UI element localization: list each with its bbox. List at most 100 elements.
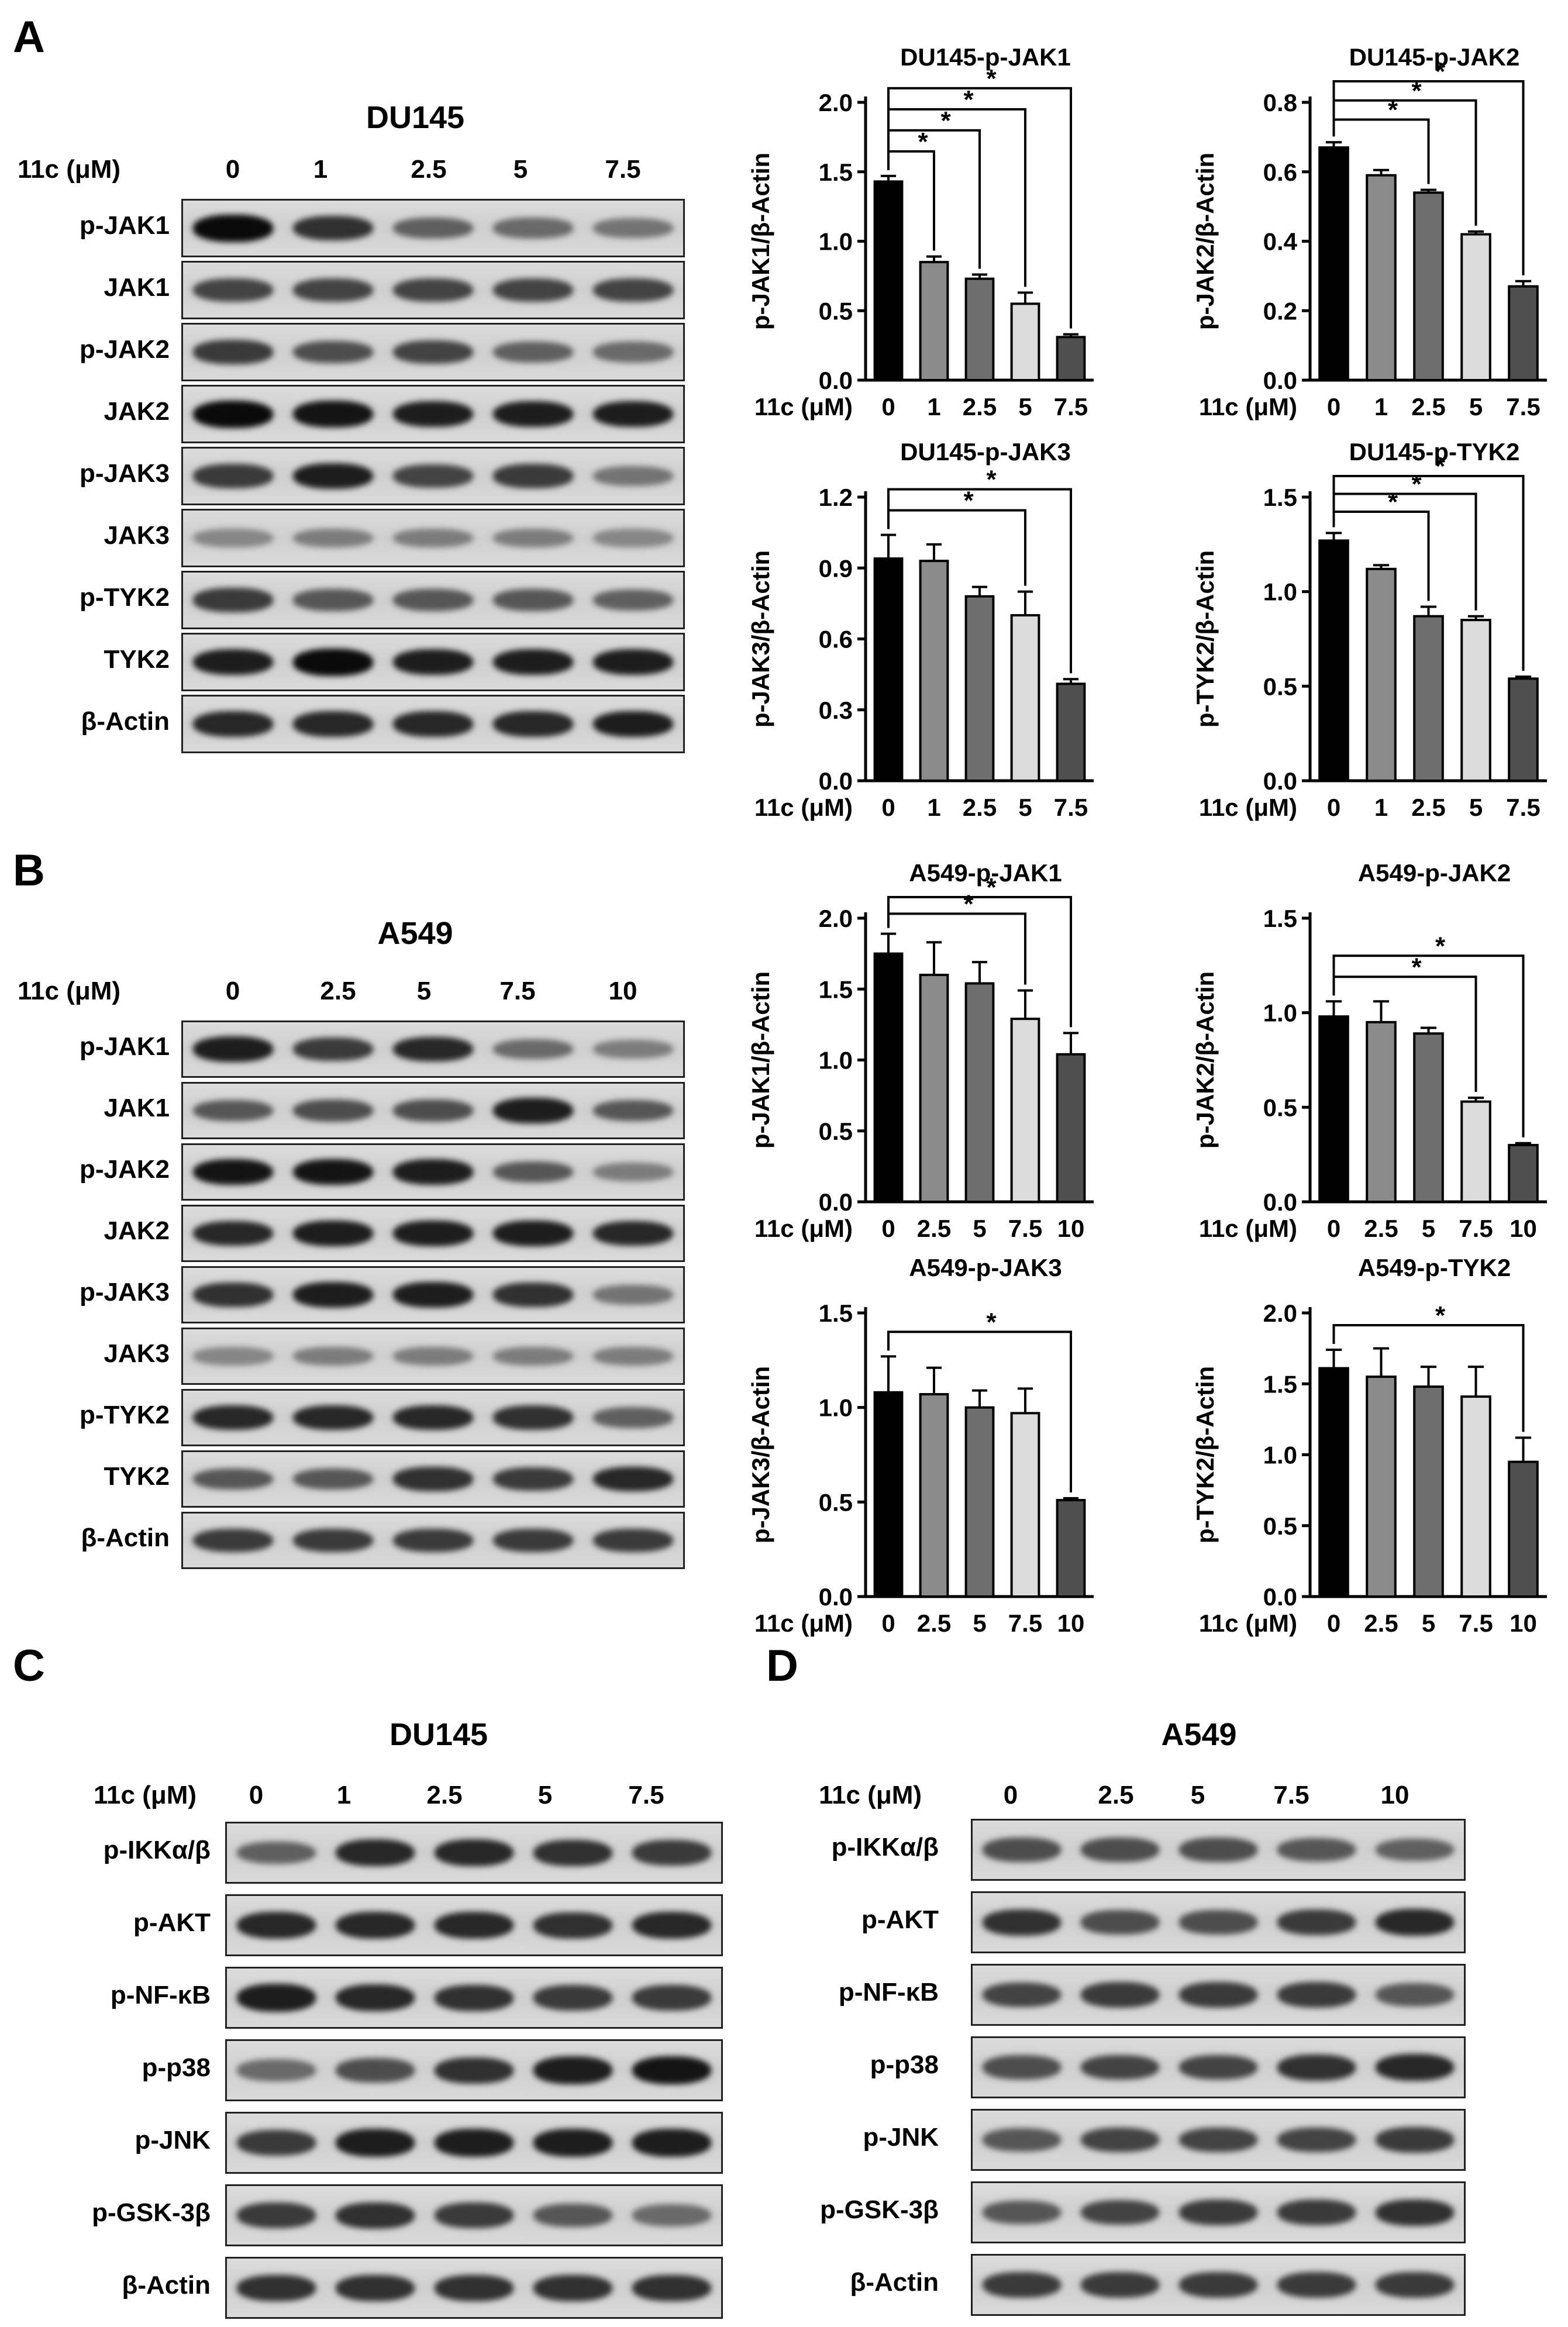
blot-label-p-ikk: p-IKKα/β <box>831 1833 939 1861</box>
blot-band <box>493 649 573 675</box>
y-tick-label: 0.2 <box>1263 297 1297 325</box>
lane-dose-label: 1 <box>336 1781 351 1809</box>
lane-dose-label: 5 <box>537 1781 553 1809</box>
panel-letter-c: C <box>13 1641 45 1691</box>
bar <box>1366 1021 1397 1203</box>
y-tick-label: 1.0 <box>1263 1442 1297 1469</box>
blot-band <box>293 340 373 364</box>
blot-band <box>632 2056 712 2085</box>
blot-band <box>982 2272 1062 2298</box>
blot-band <box>193 711 273 737</box>
significance-star: * <box>918 127 928 156</box>
blot-band <box>193 1347 273 1366</box>
significance-bracket <box>1332 975 1477 1092</box>
chart-du145-p-jak3: DU145-p-JAK3 p-JAK3/β-Actin 0.0 0.3 0.6 0.9 1.… <box>747 438 1094 821</box>
chart-du145-p-jak2: DU145-p-JAK2 p-JAK2/β-Actin 0.0 0.2 0.4 0.6 0.… <box>1191 43 1547 420</box>
significance-bracket <box>1332 475 1525 671</box>
x-tick-label: 2.5 <box>917 1609 951 1637</box>
blot-band <box>593 1221 673 1246</box>
bar <box>1318 1015 1349 1203</box>
blot-strip-jak3 <box>181 1328 685 1385</box>
blot-strip-p-tyk2 <box>181 571 685 629</box>
blot-band <box>193 649 273 675</box>
blot-strip-actin <box>971 2254 1466 2316</box>
lane-dose-label: 0 <box>1003 1781 1018 1809</box>
blot-strip-actin <box>225 2257 723 2319</box>
blot-strip-p-jak1 <box>181 1021 685 1078</box>
significance-star: * <box>1435 57 1446 86</box>
blot-band <box>434 1911 514 1939</box>
blot-band <box>493 218 573 239</box>
bar <box>1010 1412 1040 1598</box>
y-axis-label: p-JAK1/β-Actin <box>747 971 774 1149</box>
x-tick-label: 7.5 <box>1054 393 1088 420</box>
bar <box>1056 1053 1086 1203</box>
blot-label-jak2: JAK2 <box>104 1216 170 1245</box>
x-tick-label: 5 <box>1422 1609 1435 1637</box>
blot-band <box>982 1982 1062 2008</box>
blot-band <box>533 2056 613 2084</box>
blot-band <box>593 589 673 611</box>
x-tick-label: 7.5 <box>1506 393 1540 420</box>
y-tick-label: 0.5 <box>1263 1512 1297 1540</box>
blot-band <box>493 1161 573 1183</box>
significance-star: * <box>1435 1301 1446 1330</box>
y-axis-label: p-JAK3/β-Actin <box>747 550 774 728</box>
y-tick-label: 1.5 <box>819 1299 853 1327</box>
blot-band <box>193 278 273 302</box>
blot-band <box>632 1985 712 2011</box>
blot-band <box>393 1346 473 1366</box>
blot-band <box>393 1467 473 1491</box>
significance-bracket <box>887 108 1026 287</box>
blot-band <box>236 2059 316 2081</box>
blot-band <box>335 1984 415 2012</box>
blot-band <box>1080 2054 1160 2080</box>
blot-band <box>493 278 573 302</box>
x-tick-label: 0 <box>1327 1215 1340 1242</box>
bar <box>873 1391 904 1598</box>
blot-band <box>593 649 673 675</box>
blot-band <box>632 1911 712 1939</box>
chart-title: A549-p-JAK3 <box>909 1254 1062 1281</box>
blot-band <box>632 2204 712 2226</box>
lane-dose-label: 7.5 <box>605 155 641 184</box>
blot-band <box>493 1405 573 1430</box>
lane-dose-label: 1 <box>313 155 328 184</box>
bar <box>964 1406 995 1598</box>
blot-band <box>1277 2054 1356 2081</box>
blot-strip-p-jak3 <box>181 1266 685 1323</box>
x-tick-label: 0 <box>881 1609 895 1637</box>
blot-band <box>1277 2200 1356 2225</box>
chart-a549-p-tyk2: A549-p-TYK2 p-TYK2/β-Actin 0.0 0.5 1.0 1.5 2.0… <box>1191 1254 1547 1637</box>
blot-strip-p-gsk-3 <box>225 2184 723 2246</box>
x-tick-label: 5 <box>1422 1215 1435 1242</box>
blot-band <box>393 649 473 675</box>
bar <box>1056 1499 1086 1598</box>
blot-band <box>1080 2200 1160 2225</box>
blot-label-p-tyk2: p-TYK2 <box>80 583 170 612</box>
bar <box>964 595 995 782</box>
panel-d-cell-line: A549 <box>1161 1717 1237 1752</box>
chart-a549-p-jak2: A549-p-JAK2 p-JAK2/β-Actin 0.0 0.5 1.0 1.5 11c… <box>1191 859 1547 1242</box>
chart-a549-p-jak3: A549-p-JAK3 p-JAK3/β-Actin 0.0 0.5 1.0 1.5 11c… <box>747 1254 1094 1637</box>
blot-band <box>493 1346 573 1366</box>
x-tick-label: 2.5 <box>963 393 997 420</box>
blot-label-p-jak2: p-JAK2 <box>79 335 170 364</box>
x-axis-label: 11c (μM) <box>754 794 853 821</box>
blot-band <box>335 2129 415 2157</box>
x-tick-label: 5 <box>973 1609 986 1637</box>
x-tick-label: 7.5 <box>1506 794 1540 821</box>
lane-dose-label: 2.5 <box>320 977 356 1005</box>
blot-band <box>393 711 473 737</box>
y-tick-label: 1.0 <box>1263 578 1297 606</box>
blot-band <box>982 2128 1062 2152</box>
blot-band <box>193 1283 273 1307</box>
blot-band <box>393 464 473 488</box>
lane-dose-label: 0 <box>225 155 240 184</box>
y-tick-label: 0.0 <box>1263 767 1297 795</box>
blot-band <box>982 2055 1062 2080</box>
significance-star: * <box>1435 932 1446 960</box>
y-tick-label: 0.5 <box>819 1488 853 1516</box>
blot-strip-p-jak3 <box>181 447 685 505</box>
blot-band <box>236 1911 316 1939</box>
